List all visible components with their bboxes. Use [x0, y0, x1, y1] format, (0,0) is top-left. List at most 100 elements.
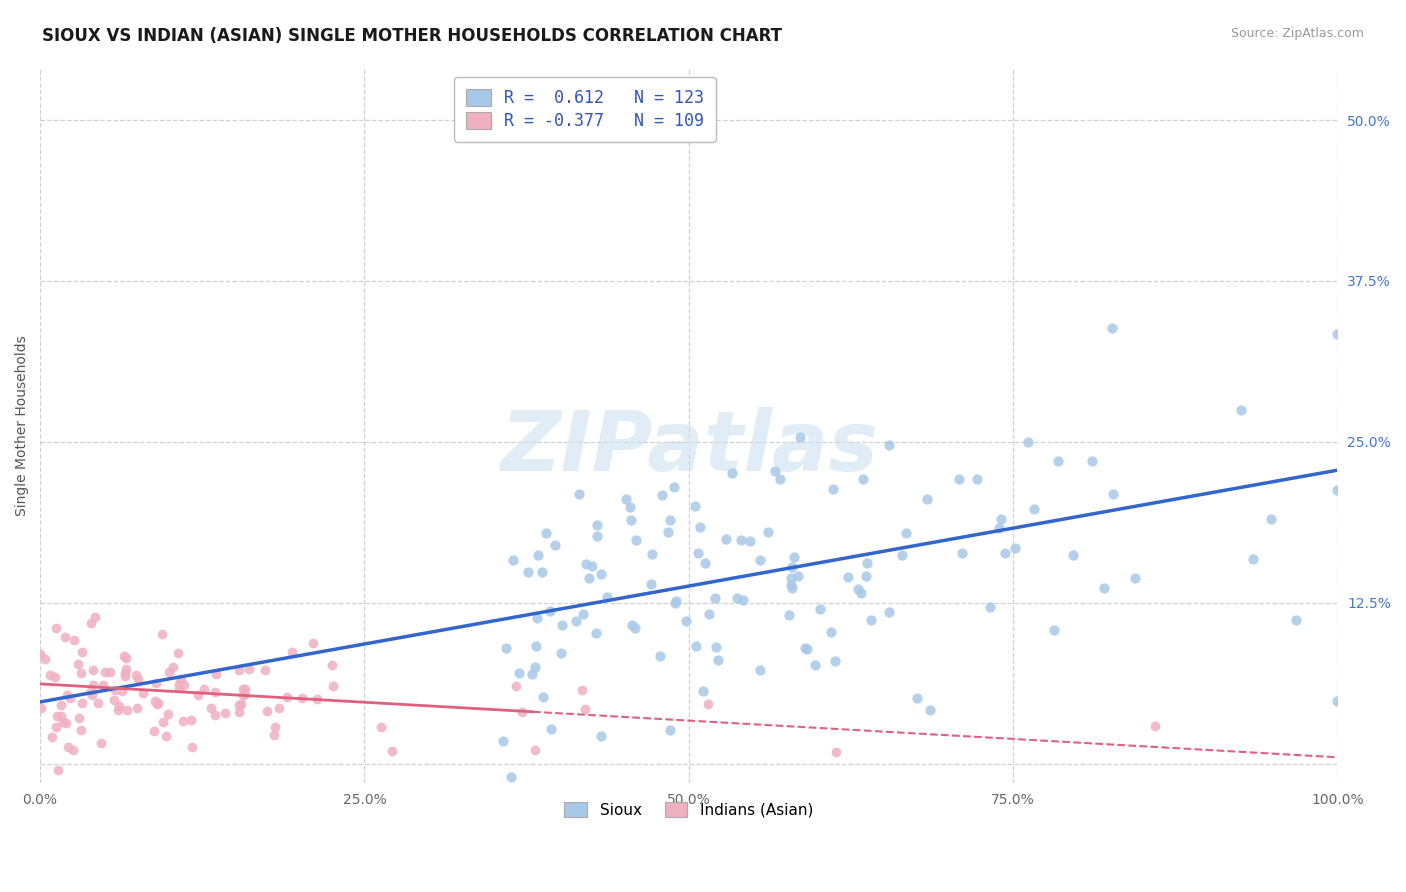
- Point: [620, 617, 643, 632]
- Point: [204, 666, 226, 681]
- Point: [44, 670, 66, 684]
- Point: [193, 682, 215, 697]
- Point: [56, 689, 79, 703]
- Point: [115, 662, 138, 676]
- Point: [808, 602, 831, 616]
- Point: [180, 713, 202, 727]
- Point: [657, 524, 679, 539]
- Point: [591, 566, 613, 581]
- Point: [979, 599, 1001, 614]
- Point: [187, 688, 209, 702]
- Point: [56, 739, 79, 754]
- Point: [233, 681, 256, 696]
- Point: [530, 565, 553, 579]
- Point: [1080, 454, 1102, 468]
- Point: [551, 618, 574, 632]
- Point: [267, 701, 290, 715]
- Point: [305, 691, 328, 706]
- Point: [70, 666, 93, 681]
- Point: [67, 711, 90, 725]
- Point: [302, 636, 325, 650]
- Point: [824, 745, 846, 759]
- Point: [1260, 512, 1282, 526]
- Point: [550, 647, 572, 661]
- Point: [41, 731, 63, 745]
- Point: [990, 512, 1012, 526]
- Point: [696, 697, 718, 711]
- Text: Source: ZipAtlas.com: Source: ZipAtlas.com: [1230, 27, 1364, 40]
- Point: [820, 625, 842, 640]
- Point: [45, 721, 67, 735]
- Point: [524, 639, 547, 653]
- Point: [62, 743, 84, 757]
- Point: [619, 500, 641, 514]
- Point: [1102, 487, 1125, 501]
- Point: [648, 648, 671, 663]
- Point: [512, 705, 534, 719]
- Point: [905, 691, 928, 706]
- Point: [499, 770, 522, 784]
- Point: [114, 669, 136, 683]
- Point: [381, 744, 404, 758]
- Point: [125, 668, 148, 682]
- Point: [859, 613, 882, 627]
- Point: [721, 466, 744, 480]
- Point: [232, 689, 254, 703]
- Point: [263, 728, 285, 742]
- Point: [276, 690, 298, 704]
- Point: [229, 697, 252, 711]
- Point: [46, 763, 69, 777]
- Point: [104, 683, 127, 698]
- Point: [103, 693, 125, 707]
- Point: [658, 723, 681, 737]
- Point: [740, 534, 762, 549]
- Point: [256, 704, 278, 718]
- Point: [794, 641, 817, 656]
- Point: [1062, 548, 1084, 562]
- Point: [849, 586, 872, 600]
- Point: [505, 679, 527, 693]
- Point: [779, 578, 801, 592]
- Point: [664, 596, 686, 610]
- Point: [578, 571, 600, 585]
- Point: [823, 482, 845, 496]
- Point: [170, 673, 193, 687]
- Point: [520, 667, 543, 681]
- Point: [59, 690, 82, 705]
- Point: [689, 519, 711, 533]
- Text: SIOUX VS INDIAN (ASIAN) SINGLE MOTHER HOUSEHOLDS CORRELATION CHART: SIOUX VS INDIAN (ASIAN) SINGLE MOTHER HO…: [42, 27, 782, 45]
- Point: [82, 663, 104, 677]
- Point: [72, 696, 94, 710]
- Point: [1043, 623, 1066, 637]
- Point: [112, 648, 135, 663]
- Point: [994, 546, 1017, 560]
- Point: [111, 684, 134, 698]
- Point: [890, 548, 912, 562]
- Point: [524, 743, 547, 757]
- Point: [748, 663, 770, 677]
- Point: [90, 736, 112, 750]
- Point: [915, 491, 938, 506]
- Point: [697, 607, 720, 621]
- Point: [733, 593, 755, 607]
- Point: [1285, 614, 1308, 628]
- Point: [264, 721, 287, 735]
- Point: [51, 708, 73, 723]
- Point: [658, 512, 681, 526]
- Point: [45, 709, 67, 723]
- Point: [640, 547, 662, 561]
- Point: [115, 703, 138, 717]
- Point: [894, 525, 917, 540]
- Point: [662, 480, 685, 494]
- Point: [82, 688, 104, 702]
- Point: [665, 593, 688, 607]
- Point: [146, 697, 169, 711]
- Point: [824, 654, 846, 668]
- Point: [725, 591, 748, 605]
- Point: [53, 630, 76, 644]
- Point: [544, 538, 567, 552]
- Point: [233, 687, 256, 701]
- Point: [540, 723, 562, 737]
- Point: [1004, 541, 1026, 555]
- Point: [30, 647, 52, 661]
